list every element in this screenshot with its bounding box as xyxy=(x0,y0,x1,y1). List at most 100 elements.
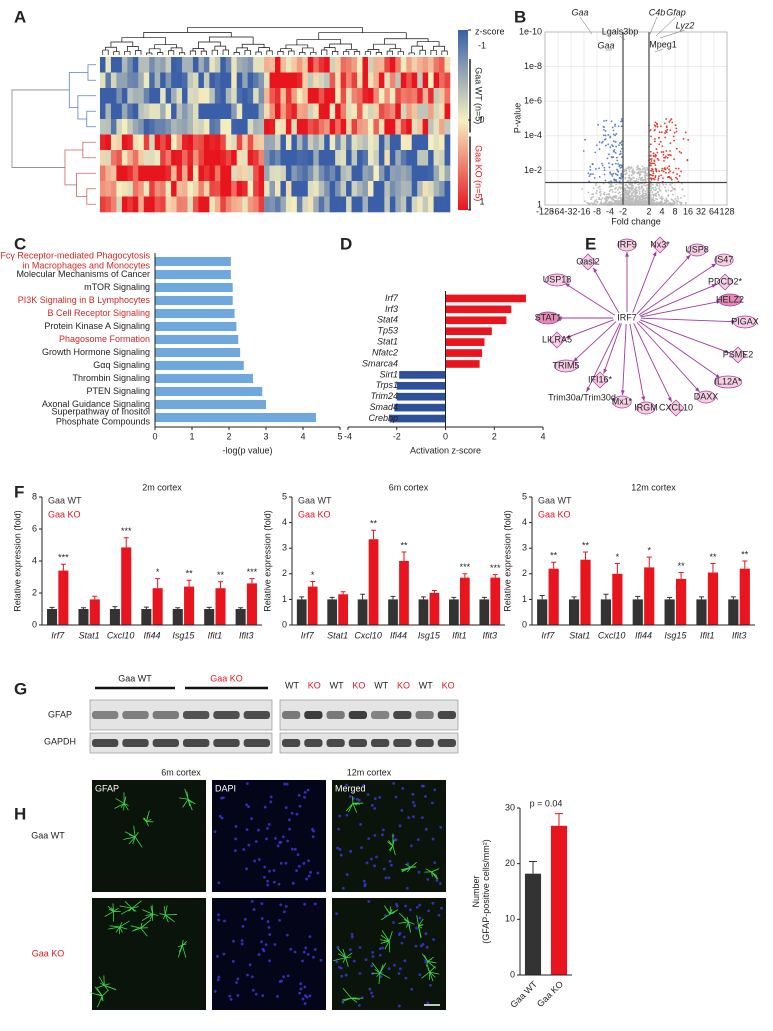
volcano-point xyxy=(649,189,652,192)
heatmap-cell xyxy=(346,119,352,135)
dendrogram xyxy=(222,49,229,55)
heatmap-cell xyxy=(291,150,298,166)
dendrogram xyxy=(321,49,328,55)
heatmap-cell xyxy=(127,196,134,213)
volcano-point xyxy=(677,167,680,170)
volcano-point xyxy=(630,174,633,177)
nucleus xyxy=(357,798,361,802)
x-tick-label: Irf7 xyxy=(51,630,65,640)
heatmap-cell xyxy=(351,181,358,197)
heatmap-cell xyxy=(400,119,407,135)
volcano-point xyxy=(644,172,646,175)
nucleus xyxy=(431,901,435,905)
volcano-point xyxy=(665,197,668,200)
astrocyte-process xyxy=(338,953,346,958)
heatmap-cell xyxy=(422,181,429,197)
network-node-label: PIGAX xyxy=(731,316,759,326)
bar xyxy=(548,568,559,625)
heatmap-cell xyxy=(132,150,139,166)
blot-band xyxy=(243,711,270,719)
heatmap-cell xyxy=(324,165,330,182)
volcano-point xyxy=(654,121,657,124)
nucleus xyxy=(345,783,348,787)
astrocyte-process xyxy=(133,825,136,837)
nucleus xyxy=(279,861,283,865)
heatmap-cell xyxy=(318,181,325,197)
nucleus xyxy=(243,917,247,921)
dendrogram xyxy=(178,52,186,55)
volcano-point xyxy=(615,183,618,186)
volcano-point xyxy=(603,202,606,205)
bar xyxy=(728,599,739,625)
nucleus xyxy=(276,844,280,848)
volcano-point xyxy=(628,192,631,194)
bar xyxy=(246,583,257,625)
blot-band xyxy=(415,739,434,747)
nucleus xyxy=(338,814,342,818)
heatmap-cell xyxy=(264,88,270,104)
error-bar xyxy=(175,607,181,609)
nucleus xyxy=(307,874,311,878)
significance: ** xyxy=(550,551,558,561)
nucleus xyxy=(290,811,294,815)
heatmap-cell xyxy=(138,103,145,120)
nucleus xyxy=(263,805,267,809)
heatmap-cell xyxy=(214,103,221,120)
heatmap-cell xyxy=(378,134,385,151)
nucleus xyxy=(418,973,422,976)
nucleus xyxy=(269,795,273,799)
astrocyte-process xyxy=(130,925,141,929)
volcano-point xyxy=(599,188,601,191)
heatmap-cell xyxy=(100,57,106,73)
volcano-point xyxy=(613,149,616,151)
heatmap-cell xyxy=(132,88,139,104)
arrowhead xyxy=(565,334,571,339)
heatmap-cell xyxy=(242,103,248,120)
nucleus xyxy=(370,804,374,807)
gene-annotation: Lyz2 xyxy=(676,20,695,30)
panel-label: H xyxy=(14,804,26,823)
volcano-point xyxy=(660,131,663,134)
y-axis-label: P-value xyxy=(512,103,522,134)
volcano-point xyxy=(651,167,653,170)
heatmap-cell xyxy=(247,181,254,197)
y-tick-label: 0 xyxy=(522,619,527,629)
dendrogram xyxy=(200,50,207,55)
dendrogram xyxy=(76,172,96,197)
heatmap-cell xyxy=(318,119,325,135)
dendrogram xyxy=(353,51,361,55)
volcano-point xyxy=(599,194,602,197)
nucleus xyxy=(293,950,297,954)
heatmap-cell xyxy=(444,57,451,73)
heatmap-cell xyxy=(373,57,380,73)
heatmap-cell xyxy=(428,57,434,73)
heatmap-cell xyxy=(417,134,423,151)
astrocyte-process xyxy=(427,961,437,964)
nucleus xyxy=(360,846,363,850)
nucleus xyxy=(254,992,258,996)
heatmap-cell xyxy=(411,134,418,151)
significance: ** xyxy=(582,540,590,550)
volcano-point xyxy=(603,166,606,169)
volcano-point xyxy=(625,172,628,175)
volcano-point xyxy=(645,179,647,182)
legend-entry: Gaa KO xyxy=(48,509,81,519)
astrocyte-process xyxy=(398,921,409,924)
annotation-line xyxy=(579,16,593,35)
volcano-point xyxy=(617,192,620,195)
volcano-point xyxy=(641,179,643,181)
volcano-point xyxy=(616,159,619,162)
heatmap-cell xyxy=(357,88,363,104)
heatmap-cell xyxy=(105,165,112,182)
nucleus xyxy=(390,863,393,867)
astrocyte-process xyxy=(123,836,136,840)
heatmap-cell xyxy=(275,181,281,197)
lane-label: WT xyxy=(285,680,299,690)
heatmap-cell xyxy=(138,196,145,213)
heatmap-cell xyxy=(367,57,374,73)
volcano-point xyxy=(638,171,641,173)
astrocyte-process xyxy=(427,961,437,969)
volcano-point xyxy=(652,154,655,157)
heatmap-cell xyxy=(444,196,451,213)
heatmap-cell xyxy=(143,72,150,89)
